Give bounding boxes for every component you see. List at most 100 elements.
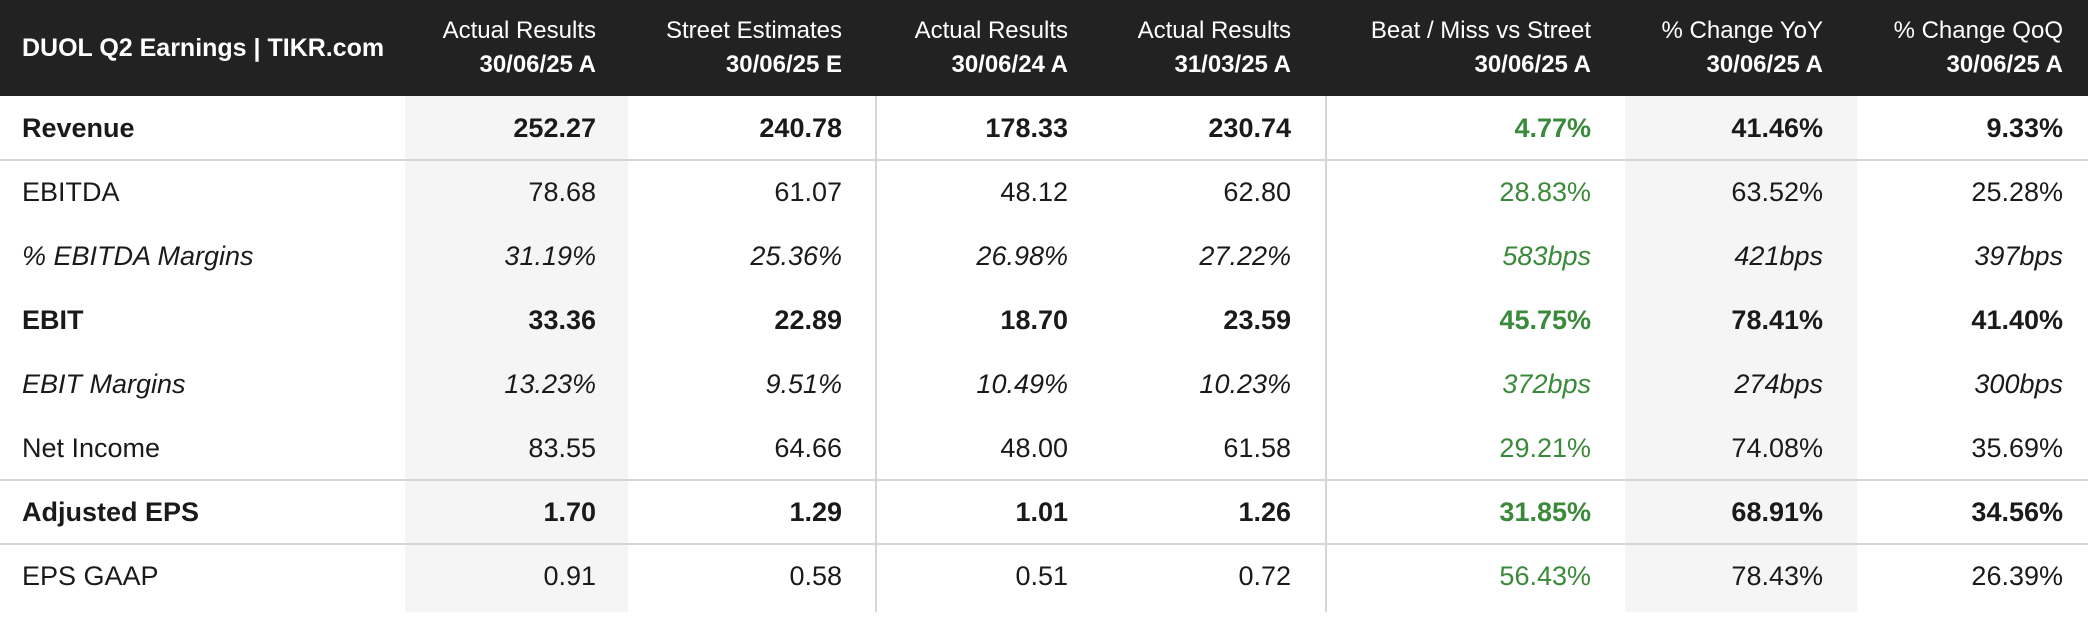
table-cell: 35.69% [1971, 433, 2063, 463]
table-cell: 230.74 [1208, 113, 1291, 143]
table-cell: 78.68 [528, 177, 596, 207]
table-cell: 23.59 [1223, 305, 1291, 335]
table-row: EBIT 33.36 22.89 18.70 23.59 45.75% 78.41% 41.4… [0, 288, 2088, 352]
table-cell: 1.26 [1238, 497, 1291, 527]
column-header-metric: Actual Results [1137, 17, 1291, 44]
table-cell: 31.19% [504, 241, 596, 271]
column-header-metric: Actual Results [442, 17, 596, 44]
row-label: EBIT Margins [22, 369, 186, 399]
table-cell: 10.49% [976, 369, 1068, 399]
table-cell: 0.58 [789, 561, 842, 591]
table-cell: 421bps [1734, 241, 1823, 271]
table-row: Revenue 252.27 240.78 178.33 230.74 4.77% 41.4… [0, 96, 2088, 160]
table-cell: 252.27 [513, 113, 596, 143]
table-cell: 61.58 [1223, 433, 1291, 463]
column-header-period: 30/06/25 A [1946, 51, 2063, 78]
table-cell: 33.36 [528, 305, 596, 335]
table-title: DUOL Q2 Earnings | TIKR.com [22, 34, 385, 62]
table-row: % EBITDA Margins 31.19% 25.36% 26.98% 27.22%… [0, 224, 2088, 288]
table-cell: 0.91 [543, 561, 596, 591]
actual-column-shading [405, 96, 628, 612]
table-cell: 22.89 [774, 305, 842, 335]
table-cell: 48.12 [1000, 177, 1068, 207]
row-divider [0, 479, 2088, 481]
table-cell: 83.55 [528, 433, 596, 463]
column-header-6: % Change YoY 30/06/25 A [1593, 14, 1823, 84]
table-cell: 61.07 [774, 177, 842, 207]
table-cell: 48.00 [1000, 433, 1068, 463]
table-cell: 41.40% [1971, 305, 2063, 335]
table-cell: 45.75% [1499, 305, 1591, 335]
table-row: Adjusted EPS 1.70 1.29 1.01 1.26 31.85% 68.91%… [0, 480, 2088, 544]
table-cell: 63.52% [1731, 177, 1823, 207]
column-divider [875, 96, 877, 612]
table-cell: 9.51% [765, 369, 842, 399]
table-cell: 74.08% [1731, 433, 1823, 463]
table-cell: 26.39% [1971, 561, 2063, 591]
table-row: EBITDA 78.68 61.07 48.12 62.80 28.83% 63.52% 25… [0, 160, 2088, 224]
table-header: DUOL Q2 Earnings | TIKR.com Actual Resul… [0, 0, 2088, 96]
table-cell: 9.33% [1986, 113, 2063, 143]
table-cell: 274bps [1734, 369, 1823, 399]
table-cell: 0.72 [1238, 561, 1291, 591]
table-cell: 78.43% [1731, 561, 1823, 591]
table-cell: 25.28% [1971, 177, 2063, 207]
column-header-period: 31/03/25 A [1174, 51, 1291, 78]
column-header-4: Actual Results 31/03/25 A [1061, 14, 1291, 84]
table-cell: 300bps [1974, 369, 2063, 399]
column-header-metric: Street Estimates [665, 17, 842, 44]
row-label: Revenue [22, 113, 135, 143]
row-divider [0, 543, 2088, 545]
row-label: EBITDA [22, 177, 120, 207]
table-cell: 397bps [1974, 241, 2063, 271]
table-cell: 1.29 [789, 497, 842, 527]
column-header-metric: % Change QoQ [1893, 17, 2063, 44]
table-cell: 68.91% [1731, 497, 1823, 527]
table-cell: 28.83% [1499, 177, 1591, 207]
row-divider [0, 159, 2088, 161]
column-header-period: 30/06/24 A [951, 51, 1068, 78]
row-label: Adjusted EPS [22, 497, 200, 527]
row-label: EPS GAAP [22, 561, 159, 591]
table-cell: 240.78 [759, 113, 842, 143]
table-cell: 583bps [1502, 241, 1591, 271]
table-row: Net Income 83.55 64.66 48.00 61.58 29.21% 74.0… [0, 416, 2088, 480]
column-header-7: % Change QoQ 30/06/25 A [1833, 14, 2063, 84]
row-label: EBIT [22, 305, 84, 335]
table-cell: 0.51 [1015, 561, 1068, 591]
column-header-2: Street Estimates 30/06/25 E [612, 14, 842, 84]
table-cell: 56.43% [1499, 561, 1591, 591]
column-header-period: 30/06/25 A [1474, 51, 1591, 78]
table-cell: 78.41% [1731, 305, 1823, 335]
table-cell: 64.66 [774, 433, 842, 463]
table-cell: 34.56% [1971, 497, 2063, 527]
table-cell: 27.22% [1199, 241, 1291, 271]
yoy-column-shading [1625, 96, 1857, 612]
column-header-period: 30/06/25 A [479, 51, 596, 78]
table-cell: 62.80 [1223, 177, 1291, 207]
table-cell: 372bps [1502, 369, 1591, 399]
column-header-period: 30/06/25 A [1706, 51, 1823, 78]
table-cell: 25.36% [750, 241, 842, 271]
table-cell: 4.77% [1514, 113, 1591, 143]
table-cell: 1.70 [543, 497, 596, 527]
column-header-period: 30/06/25 E [725, 51, 842, 78]
column-header-5: Beat / Miss vs Street 30/06/25 A [1361, 14, 1591, 84]
table-cell: 18.70 [1000, 305, 1068, 335]
table-cell: 13.23% [504, 369, 596, 399]
table-cell: 29.21% [1499, 433, 1591, 463]
row-label: Net Income [22, 433, 161, 463]
table-cell: 26.98% [976, 241, 1068, 271]
table-cell: 31.85% [1499, 497, 1591, 527]
column-header-3: Actual Results 30/06/24 A [838, 14, 1068, 84]
column-header-1: Actual Results 30/06/25 A [366, 14, 596, 84]
row-label: % EBITDA Margins [22, 241, 254, 271]
table-cell: 178.33 [985, 113, 1068, 143]
column-header-metric: Actual Results [914, 17, 1068, 44]
column-divider [1325, 96, 1327, 612]
table-cell: 41.46% [1731, 113, 1823, 143]
table-row: EBIT Margins 13.23% 9.51% 10.49% 10.23% 372bp… [0, 352, 2088, 416]
column-header-metric: % Change YoY [1661, 17, 1823, 44]
table-row: EPS GAAP 0.91 0.58 0.51 0.72 56.43% 78.43% 26.3… [0, 544, 2088, 608]
